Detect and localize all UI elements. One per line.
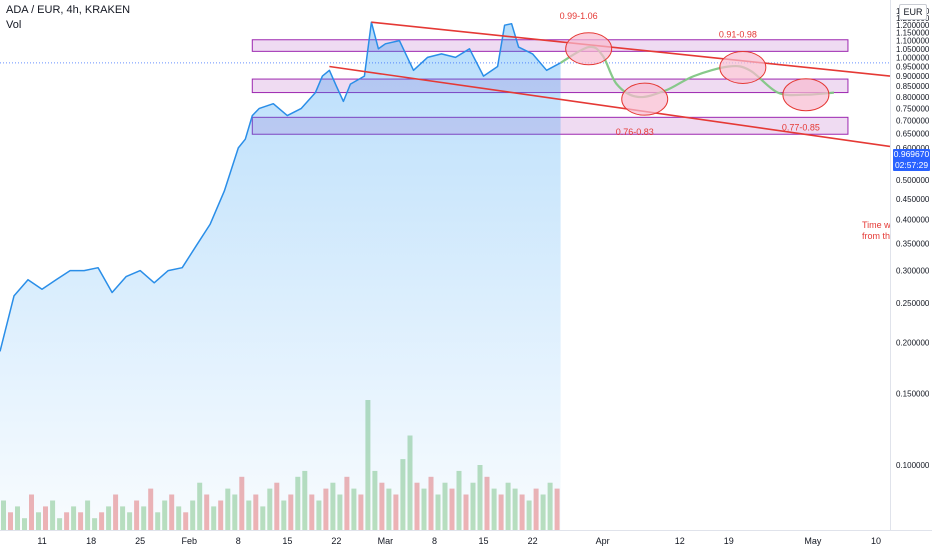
y-tick-label: 0.300000 [896, 267, 930, 276]
price-layer [0, 21, 890, 530]
x-tick-label: Apr [596, 536, 610, 546]
last-price-tag: 0.969670 02:57:29 [893, 149, 930, 171]
x-tick-label: 10 [871, 536, 881, 546]
x-tick-label: 8 [432, 536, 437, 546]
x-tick-label: 15 [282, 536, 292, 546]
x-tick-label: 15 [479, 536, 489, 546]
target-label-3: 0.76-0.83 [616, 127, 654, 137]
target-label-4: 0.77-0.85 [782, 123, 820, 133]
y-tick-label: 0.650000 [896, 130, 930, 139]
y-tick-label: 0.750000 [896, 104, 930, 113]
price-line [0, 21, 561, 352]
channel-upper-line [371, 21, 891, 77]
y-tick-label: 0.350000 [896, 239, 930, 248]
y-tick-label: 0.450000 [896, 195, 930, 204]
x-tick-label: Mar [378, 536, 394, 546]
y-tick-label: 0.500000 [896, 176, 930, 185]
y-tick-label: 0.900000 [896, 72, 930, 81]
target-label-2: 0.91-0.98 [719, 29, 757, 39]
y-tick-label: 0.700000 [896, 117, 930, 126]
x-tick-label: 22 [528, 536, 538, 546]
y-tick-label: 0.950000 [896, 63, 930, 72]
y-tick-label: 0.800000 [896, 93, 930, 102]
y-tick-label: 1.100000 [896, 37, 930, 46]
last-price-value: 0.969670 [893, 149, 930, 159]
y-tick-label: 0.200000 [896, 338, 930, 347]
y-tick-label: 1.000000 [896, 53, 930, 62]
drawings-layer: 0.99-1.06 0.91-0.98 0.76-0.83 0.77-0.85 Time… [329, 11, 891, 241]
price-area [0, 22, 561, 530]
volume-legend[interactable]: Vol [6, 19, 22, 31]
bar-countdown: 02:57:29 [894, 160, 929, 170]
x-tick-label: 18 [86, 536, 96, 546]
y-tick-label: 0.400000 [896, 216, 930, 225]
price-axis-border [890, 0, 891, 530]
zone-box-1 [251, 39, 849, 52]
currency-button[interactable]: EUR [899, 4, 927, 20]
y-tick-label: 1.050000 [896, 45, 930, 54]
y-tick-label: 0.100000 [896, 461, 930, 470]
x-tick-label: 22 [331, 536, 341, 546]
channel-lower-line [329, 65, 891, 148]
x-tick-label: 12 [675, 536, 685, 546]
target-ellipse-2 [719, 50, 767, 84]
target-label-1: 0.99-1.06 [560, 11, 598, 21]
target-ellipse-1 [565, 32, 613, 66]
x-tick-label: 25 [135, 536, 145, 546]
time-axis-border [0, 530, 932, 531]
side-note-line-2: from th [862, 231, 890, 241]
x-tick-label: May [804, 536, 822, 546]
target-ellipse-4 [782, 78, 830, 112]
side-note-line-1: Time w [862, 220, 891, 230]
y-tick-label: 0.600000 [896, 144, 930, 153]
x-tick-label: 8 [236, 536, 241, 546]
y-tick-label: 1.200000 [896, 21, 930, 30]
x-tick-label: Feb [181, 536, 197, 546]
symbol-legend[interactable]: ADA / EUR, 4h, KRAKEN [6, 4, 131, 16]
y-tick-label: 0.150000 [896, 389, 930, 398]
x-tick-label: 11 [37, 536, 46, 546]
y-tick-label: 1.150000 [896, 29, 930, 38]
target-ellipse-3 [621, 82, 669, 116]
y-tick-label: 0.250000 [896, 299, 930, 308]
y-tick-label: 0.850000 [896, 82, 930, 91]
x-tick-label: 19 [724, 536, 734, 546]
